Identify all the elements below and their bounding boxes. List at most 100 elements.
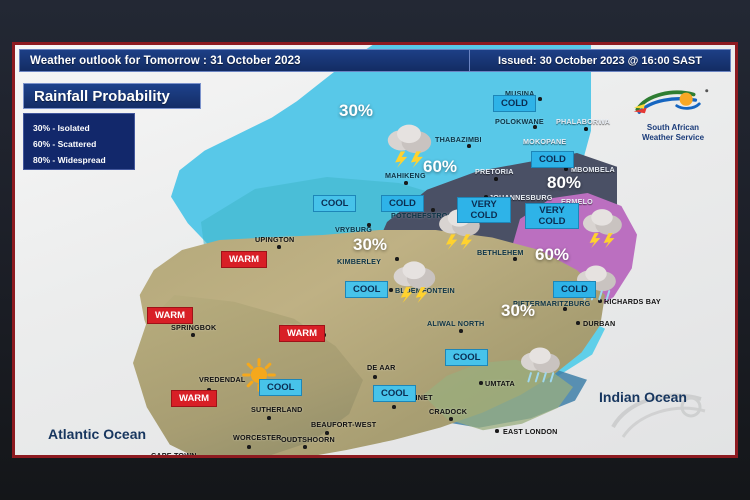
status-badge: WARM: [171, 390, 218, 407]
city-label: WORCESTER: [233, 433, 282, 442]
city-label: MOKOPANE: [523, 137, 567, 146]
city-dot: [373, 375, 377, 379]
status-badge: COLD: [493, 95, 536, 112]
city-label: THABAZIMBI: [435, 135, 482, 144]
city-dot: [395, 257, 399, 261]
city-label: OUDTSHOORN: [281, 435, 335, 444]
city-dot: [598, 299, 602, 303]
probability-label: 30%: [501, 301, 536, 320]
city-dot: [277, 245, 281, 249]
city-label: DURBAN: [583, 319, 616, 328]
city-label: PHALABORWA: [556, 117, 611, 126]
city-dot: [564, 167, 568, 171]
ocean-label-indian: Indian Ocean: [599, 389, 687, 405]
city-label: UPINGTON: [255, 235, 295, 244]
city-label: MUSINA: [505, 89, 535, 98]
status-badge: COOL: [373, 385, 417, 402]
city-dot: [533, 125, 537, 129]
rainfall-probability-title: Rainfall Probability: [23, 83, 201, 109]
legend-item-widespread: 80% - Widespread: [33, 155, 106, 165]
city-label: POLOKWANE: [495, 117, 544, 126]
status-badge: COOL: [259, 379, 303, 396]
thunderstorm-icon: [577, 205, 627, 253]
city-label: MBOMBELA: [571, 165, 615, 174]
city-dot: [449, 417, 453, 421]
city-label: DE AAR: [367, 363, 396, 372]
probability-label: 80%: [547, 173, 582, 192]
saws-emblem-icon: [633, 89, 709, 114]
probability-label: 60%: [535, 245, 570, 264]
rain-cloud-icon: [515, 345, 565, 393]
city-dot: [513, 257, 517, 261]
status-badge: COLD: [381, 195, 424, 212]
saws-logo-line1: South African: [646, 123, 700, 132]
city-dot: [247, 445, 251, 449]
city-label: ERMELO: [561, 197, 593, 206]
city-label: POTCHEFSTROOM: [391, 211, 460, 220]
city-label: MAHIKENG: [385, 171, 426, 180]
page-title: Weather outlook for Tomorrow : 31 Octobe…: [30, 54, 301, 67]
city-label: PRETORIA: [475, 167, 514, 176]
weather-map: 30% 60% 80% 30% 60% 30% COOL COLD COLD C…: [15, 45, 735, 455]
city-label: PIETERMARITZBURG: [513, 299, 591, 308]
city-label: CRADOCK: [429, 407, 468, 416]
city-label: VREDENDAL: [199, 375, 246, 384]
city-dot: [484, 195, 488, 199]
rainfall-probability-label: Rainfall Probability: [34, 87, 170, 105]
city-label: VRYBURG: [335, 225, 373, 234]
city-label: BEAUFORT-WEST: [311, 420, 377, 429]
legend-item-isolated: 30% - Isolated: [33, 123, 90, 133]
city-label: EAST LONDON: [503, 427, 558, 436]
status-badge: COOL: [345, 281, 389, 298]
status-badge: COLD: [553, 281, 596, 298]
status-badge: VERY COLD: [457, 197, 511, 223]
city-dot: [267, 416, 271, 420]
thunderstorm-icon: [381, 120, 437, 173]
city-label: UMTATA: [485, 379, 515, 388]
city-dot: [303, 445, 307, 449]
city-dot: [389, 288, 393, 292]
issued-text: Issued: 30 October 2023 @ 16:00 SAST: [498, 54, 702, 67]
status-badge: COLD: [531, 151, 574, 168]
city-dot: [325, 431, 329, 435]
map-frame: 30% 60% 80% 30% 60% 30% COOL COLD COLD C…: [12, 42, 738, 458]
probability-label: 60%: [423, 157, 458, 176]
probability-label: 30%: [353, 235, 388, 254]
city-dot: [584, 127, 588, 131]
city-dot: [367, 223, 371, 227]
city-dot: [538, 97, 542, 101]
status-badge: VERY COLD: [525, 203, 579, 229]
city-dot: [404, 181, 408, 185]
issued-bar: Issued: 30 October 2023 @ 16:00 SAST: [469, 49, 731, 72]
city-label: KIMBERLEY: [337, 257, 382, 266]
city-label: SPRINGBOK: [171, 323, 217, 332]
status-badge: WARM: [221, 251, 268, 268]
city-dot: [479, 381, 483, 385]
status-badge: COOL: [313, 195, 357, 212]
title-bar: Weather outlook for Tomorrow : 31 Octobe…: [19, 49, 471, 72]
city-dot: [495, 429, 499, 433]
probability-label: 30%: [339, 101, 374, 120]
saws-logo-line2: Weather Service: [641, 133, 705, 142]
watermark-logo: [605, 381, 725, 451]
rainfall-probability-legend: 30% - Isolated 60% - Scattered 80% - Wid…: [23, 113, 135, 170]
status-badge: WARM: [279, 325, 326, 342]
city-label: BETHLEHEM: [477, 248, 524, 257]
city-label: BLOEMFONTEIN: [395, 286, 455, 295]
city-dot: [494, 177, 498, 181]
city-dot: [431, 208, 435, 212]
status-badge: WARM: [147, 307, 194, 324]
city-dot: [576, 321, 580, 325]
city-dot: [467, 144, 471, 148]
city-dot: [191, 333, 195, 337]
thunderstorm-icon: [387, 257, 441, 308]
city-label: ALIWAL NORTH: [427, 319, 485, 328]
legend-item-scattered: 60% - Scattered: [33, 139, 97, 149]
city-dot: [392, 405, 396, 409]
city-dot: [563, 307, 567, 311]
saws-logo: South African Weather Service: [625, 87, 721, 142]
city-dot: [459, 329, 463, 333]
city-label: SUTHERLAND: [251, 405, 303, 414]
city-label: CAPE TOWN: [151, 451, 197, 458]
